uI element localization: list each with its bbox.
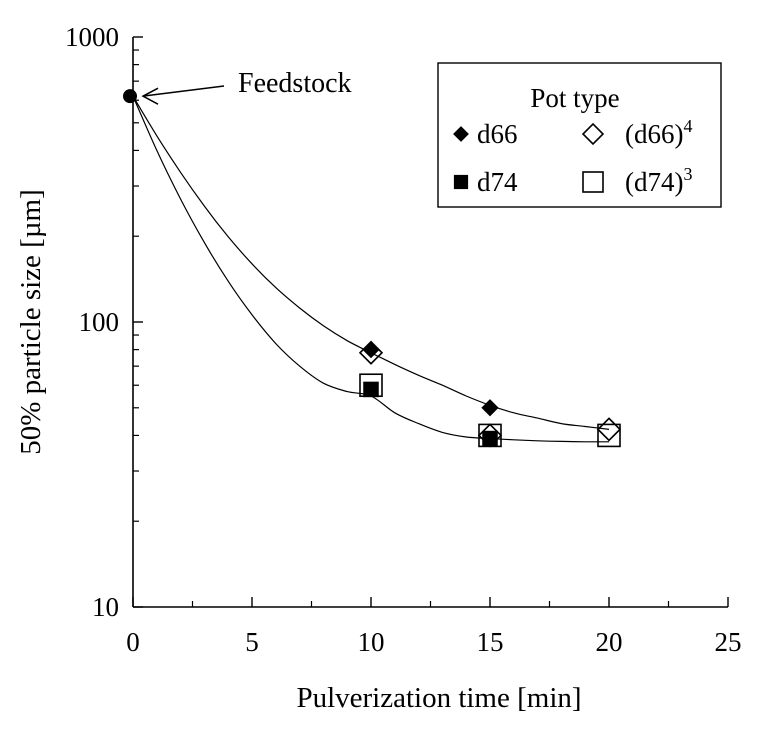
data-markers: [123, 89, 622, 448]
feedstock-arrowhead: [141, 87, 159, 105]
marker-open-square: [597, 423, 621, 448]
legend-entry-label: (d74)3: [625, 164, 692, 197]
axes: 0 5 10 15 20 25 10 100 1000: [65, 22, 742, 657]
marker-filled-square: [453, 174, 469, 190]
x-tick-label: 10: [358, 627, 385, 657]
x-tick-label: 20: [596, 627, 623, 657]
legend-box: [437, 62, 722, 208]
x-axis-title: Pulverization time [min]: [296, 682, 581, 714]
legend-entry-superscript: 4: [683, 116, 692, 136]
marker-filled-diamond: [362, 340, 380, 359]
legend-entry-label: d66: [477, 119, 518, 149]
marker-filled-square: [482, 430, 498, 447]
x-tick-label: 25: [715, 627, 742, 657]
x-tick-label: 0: [126, 627, 140, 657]
feedstock-arrow-line: [142, 85, 225, 97]
x-tick-label: 5: [245, 627, 259, 657]
y-axis-title: 50% particle size [µm]: [15, 189, 47, 455]
legend-title: Pot type: [530, 83, 619, 113]
marker-filled-diamond: [453, 126, 469, 142]
legend-entry-superscript: 3: [683, 164, 692, 184]
marker-open-diamond: [596, 417, 622, 442]
feedstock-label: Feedstock: [238, 68, 352, 99]
marker-filled-square: [363, 381, 379, 398]
y-tick-label: 10: [92, 592, 119, 622]
marker-open-diamond: [581, 122, 605, 146]
legend: Pot type d66 (d66)4 d74 (d74)3: [437, 62, 722, 208]
legend-entry-label: (d66)4: [625, 116, 692, 149]
y-tick-label: 100: [79, 307, 120, 337]
marker-open-square: [582, 171, 604, 193]
feedstock-annotation: Feedstock: [141, 68, 352, 105]
legend-entry-label: d74: [477, 167, 518, 197]
y-tick-label: 1000: [65, 22, 119, 52]
x-tick-label: 15: [477, 627, 504, 657]
feedstock-point: [123, 89, 137, 104]
marker-filled-diamond: [481, 399, 499, 417]
